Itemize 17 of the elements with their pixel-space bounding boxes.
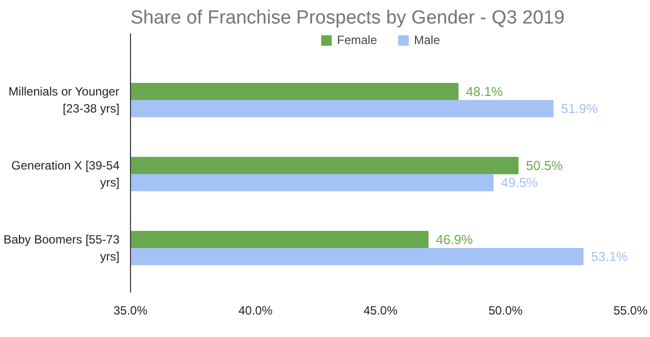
y-tick-label: Millenials or Younger [23-38 yrs] [8,84,120,116]
legend-label: Female [336,33,377,47]
x-tick-label: 55.0% [613,304,648,318]
y-tick-label: Generation X [39-54 yrs] [11,158,120,190]
data-label: 48.1% [466,84,504,100]
legend-label: Male [414,33,440,47]
data-label: 50.5% [526,158,564,174]
chart-title: Share of Franchise Prospects by Gender - Q3 2019 [130,8,565,28]
data-label: 51.9% [561,101,598,116]
x-tick-label: 40.0% [238,304,273,318]
data-label: 46.9% [436,232,474,248]
x-tick-label: 45.0% [363,304,398,318]
y-tick-label: Baby Boomers [55-73 yrs] [3,232,120,264]
data-label: 49.5% [501,175,538,190]
x-tick-label: 35.0% [113,304,148,318]
x-tick-label: 50.0% [488,304,523,318]
data-label: 53.1% [591,249,628,264]
